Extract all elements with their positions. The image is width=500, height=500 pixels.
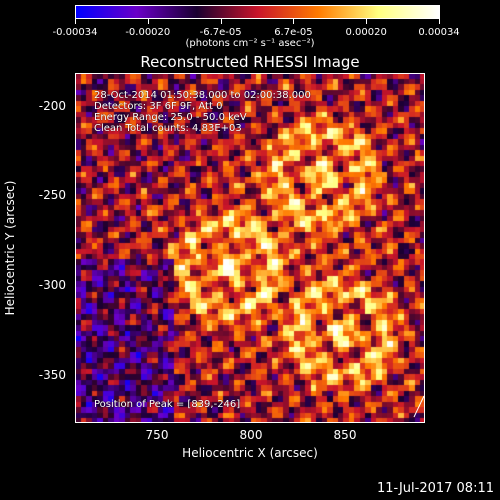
y-tick-label: -350	[38, 368, 66, 382]
colorbar-tick-label: 6.7e-05	[274, 27, 313, 38]
colorbar-tick	[147, 19, 149, 24]
colorbar	[75, 5, 440, 19]
y-axis-label: Heliocentric Y (arcsec)	[3, 180, 17, 316]
peak-position-annotation: Position of Peak = [839,-246]	[94, 399, 241, 410]
x-axis-label: Heliocentric X (arcsec)	[182, 446, 318, 460]
colorbar-unit-label: (photons cm⁻² s⁻¹ asec⁻²)	[185, 38, 315, 49]
y-tick-label: -200	[38, 99, 66, 113]
x-tick-label: 750	[145, 428, 169, 442]
y-tick-label: -300	[38, 278, 66, 292]
clean-counts-annotation: Clean Total counts: 4.83E+03	[94, 123, 242, 134]
axis-ticks	[413, 395, 424, 418]
colorbar-tick-label: -6.7e-05	[199, 27, 242, 38]
y-tick-label: -250	[38, 188, 66, 202]
colorbar-tick	[293, 19, 295, 24]
detectors-annotation: Detectors: 3F 6F 9F, Att 0	[94, 101, 223, 112]
energy-range-annotation: Energy Range: 25.0 - 50.0 keV	[94, 112, 247, 123]
colorbar-tick-label: 0.00020	[345, 27, 387, 38]
colorbar-tick	[366, 19, 368, 24]
heatmap-image	[76, 74, 424, 422]
colorbar-tick-label: -0.00034	[52, 27, 98, 38]
x-tick-label: 850	[333, 428, 357, 442]
limb-line	[413, 395, 424, 418]
colorbar-tick	[75, 19, 76, 24]
x-tick-label: 800	[239, 428, 263, 442]
colorbar-tick	[220, 19, 222, 24]
image-plot-area: 28-Oct-2014 01:50:38.000 to 02:00:38.000…	[75, 73, 425, 423]
generation-date: 11-Jul-2017 08:11	[376, 481, 494, 496]
colorbar-tick	[439, 19, 440, 24]
time-range-annotation: 28-Oct-2014 01:50:38.000 to 02:00:38.000	[94, 90, 311, 101]
colorbar-ticks	[75, 19, 440, 25]
colorbar-tick-label: -0.00020	[125, 27, 171, 38]
plot-title: Reconstructed RHESSI Image	[140, 53, 360, 71]
colorbar-tick-label: 0.00034	[418, 27, 460, 38]
